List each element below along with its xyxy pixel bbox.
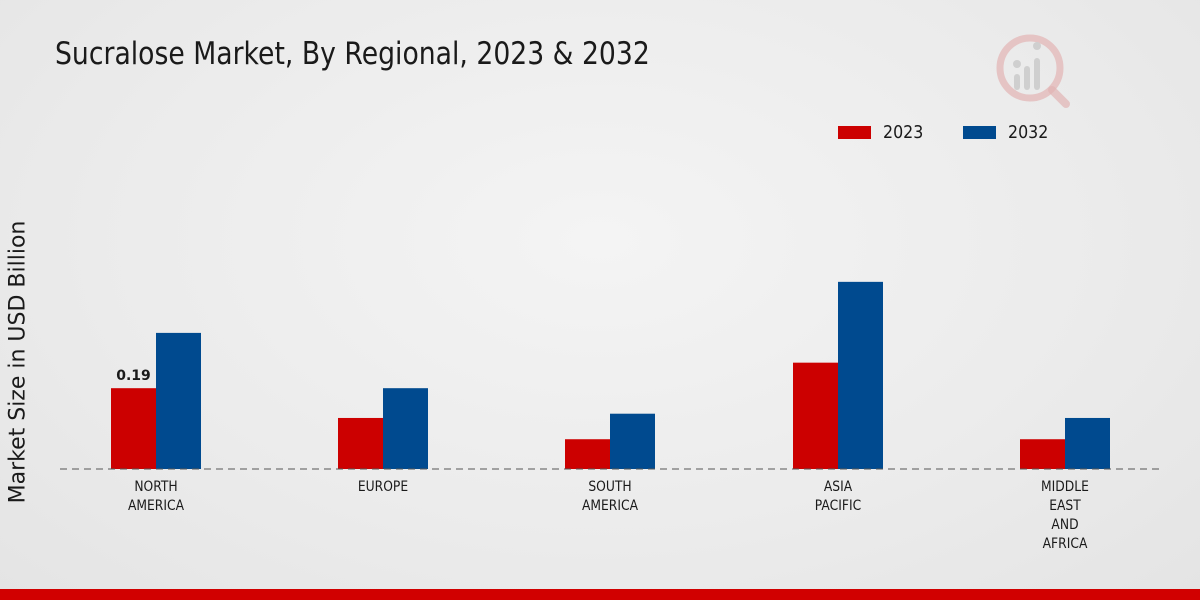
- legend-item-2032: 2032: [962, 122, 1054, 143]
- legend: 2023 2032: [838, 122, 1088, 143]
- x-tick-label-0: NORTH AMERICA: [127, 479, 185, 514]
- brand-logo-icon: [996, 34, 1070, 108]
- legend-swatch-2023: [838, 126, 871, 139]
- bar-2023-3: [793, 362, 838, 469]
- legend-item-2023: 2023: [838, 122, 929, 143]
- bar-2032-3: [838, 281, 883, 469]
- bottom-accent-bar: [0, 589, 1200, 600]
- legend-swatch-2032: [962, 126, 996, 139]
- bar-2032-1: [383, 388, 428, 469]
- bar-2023-1: [338, 417, 383, 469]
- x-tick-label-4: MIDDLE EAST AND AFRICA: [1041, 479, 1089, 552]
- chart-title: Sucralose Market, By Regional, 2023 & 20…: [55, 36, 650, 72]
- bar-2032-4: [1065, 417, 1110, 469]
- bar-2023-2: [565, 439, 610, 469]
- legend-label-2032: 2032: [1007, 122, 1049, 143]
- bar-2023-0: [111, 388, 156, 469]
- x-tick-label-2: SOUTH AMERICA: [581, 479, 639, 514]
- legend-label-2023: 2023: [883, 122, 924, 143]
- x-tick-label-3: ASIA PACIFIC: [814, 479, 862, 514]
- data-label-0: 0.19: [116, 368, 151, 385]
- bar-2032-0: [156, 332, 201, 469]
- bar-2032-2: [610, 413, 655, 469]
- bar-2023-4: [1020, 439, 1065, 469]
- x-tick-label-1: EUROPE: [357, 479, 409, 495]
